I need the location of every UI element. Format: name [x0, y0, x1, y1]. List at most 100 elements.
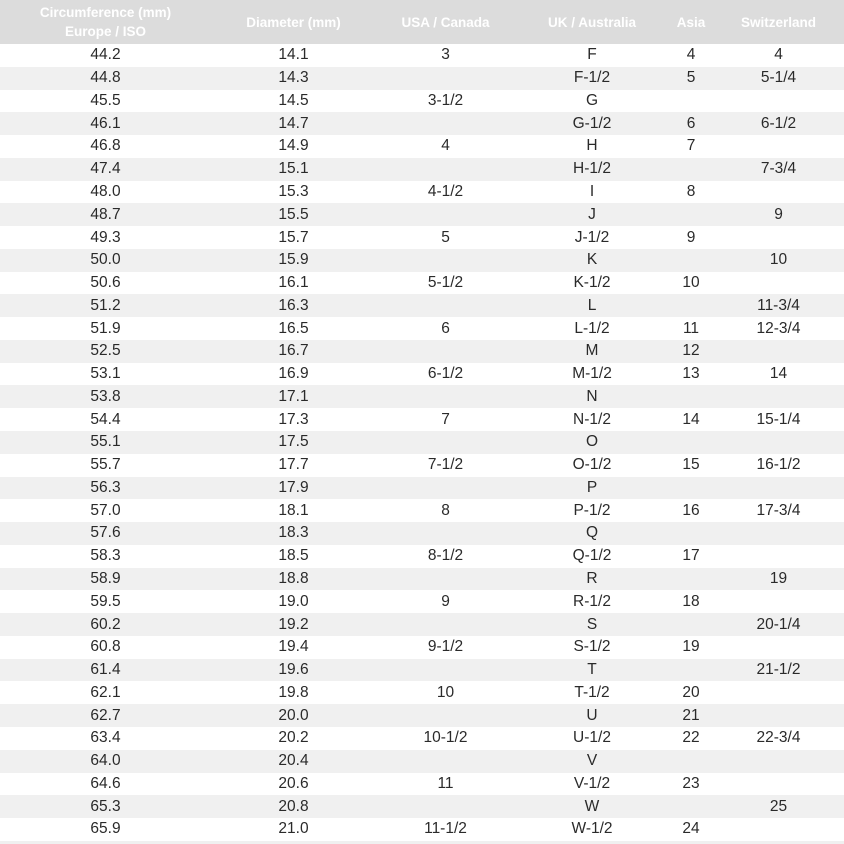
table-cell	[376, 568, 515, 591]
table-row: 62.1 19.8 10 T-1/2 20	[0, 681, 844, 705]
table-cell	[713, 750, 844, 773]
table-cell: 50.0	[90, 251, 121, 269]
table-cell	[376, 704, 515, 727]
header-row: Circumference (mm) Europe / ISO Diameter…	[0, 0, 844, 44]
table-cell: 4-1/2	[427, 182, 464, 200]
table-cell: M-1/2	[572, 365, 612, 383]
table-cell	[713, 431, 844, 454]
table-row: 55.1 17.5 O	[0, 431, 844, 454]
column-header-asia: Asia	[669, 0, 713, 44]
table-cell: 45.5	[90, 91, 121, 109]
table-cell: 14.3	[278, 69, 309, 87]
table-cell	[669, 158, 713, 181]
table-row: 51.2 16.3 L 11-3/4	[0, 294, 844, 318]
table-row: 65.3 20.8 W 25	[0, 795, 844, 819]
table-cell: 20	[682, 683, 700, 701]
table-cell: 17	[682, 547, 700, 565]
table-cell	[669, 522, 713, 545]
table-cell	[376, 613, 515, 636]
table-cell: 10	[436, 683, 455, 701]
table-cell	[713, 90, 844, 113]
table-cell	[669, 294, 713, 317]
table-cell	[669, 477, 713, 500]
table-cell: 19.4	[278, 638, 309, 656]
table-cell	[669, 249, 713, 272]
table-cell	[376, 340, 515, 363]
table-cell	[713, 340, 844, 363]
table-cell: 9	[441, 592, 450, 610]
table-cell: 8-1/2	[427, 547, 464, 565]
partial-row-strip	[0, 840, 844, 844]
table-cell: 15.5	[278, 205, 309, 223]
table-cell: 15.7	[278, 228, 309, 246]
table-cell: 20.8	[278, 797, 309, 815]
table-cell: 9-1/2	[427, 638, 464, 656]
table-cell: 18.3	[278, 524, 309, 542]
table-cell: 15.1	[278, 160, 309, 178]
table-cell: 25	[769, 797, 788, 815]
table-cell: 62.1	[90, 683, 121, 701]
table-cell: 65.9	[90, 820, 121, 838]
table-cell: F-1/2	[573, 69, 611, 87]
table-cell: 7-1/2	[427, 456, 464, 474]
table-row: 65.9 21.0 11-1/2 W-1/2 24	[0, 818, 844, 841]
table-cell	[376, 158, 515, 181]
table-cell: 4	[441, 137, 450, 155]
table-row: 44.8 14.3 F-1/2 5 5-1/4	[0, 66, 844, 90]
table-cell	[669, 750, 713, 773]
table-cell: T	[587, 661, 597, 679]
table-cell: O-1/2	[572, 456, 612, 474]
table-row: 60.8 19.4 9-1/2 S-1/2 19	[0, 635, 844, 659]
table-row: 47.4 15.1 H-1/2 7-3/4	[0, 157, 844, 181]
table-cell	[376, 795, 515, 818]
table-cell: 19.8	[278, 683, 309, 701]
table-cell: 64.0	[90, 752, 121, 770]
column-header-switzerland: Switzerland	[713, 0, 844, 44]
table-cell: 10	[682, 274, 700, 292]
table-cell	[713, 477, 844, 500]
table-cell	[376, 249, 515, 272]
table-cell: 10	[769, 251, 788, 269]
table-row: 49.3 15.7 5 J-1/2 9	[0, 226, 844, 249]
table-cell: 16	[682, 501, 700, 519]
table-cell	[713, 681, 844, 704]
table-cell: 10-1/2	[423, 729, 468, 747]
table-cell: 19	[682, 638, 700, 656]
table-cell	[713, 181, 844, 204]
table-cell	[713, 818, 844, 841]
table-cell: L-1/2	[574, 319, 610, 337]
table-cell: 12	[682, 342, 700, 360]
table-cell	[713, 636, 844, 659]
table-cell: 51.2	[90, 296, 121, 314]
table-cell: T-1/2	[574, 683, 610, 701]
table-cell: L	[587, 296, 597, 314]
table-cell: 11-3/4	[757, 296, 800, 314]
table-cell: 9	[686, 228, 696, 246]
table-cell: 16.7	[278, 342, 309, 360]
table-cell: 46.8	[90, 137, 121, 155]
table-cell: 8	[441, 501, 450, 519]
table-cell	[376, 477, 515, 500]
table-cell	[669, 659, 713, 682]
table-cell: 17.9	[278, 478, 309, 496]
table-cell: O	[585, 433, 599, 451]
table-cell: 14.9	[278, 137, 309, 155]
table-cell	[713, 226, 844, 249]
table-row: 50.0 15.9 K 10	[0, 248, 844, 272]
column-header-circumference: Circumference (mm) Europe / ISO	[0, 0, 211, 44]
table-cell: 57.0	[90, 501, 121, 519]
table-cell: S-1/2	[573, 638, 611, 656]
table-cell: 6-1/2	[760, 114, 797, 132]
table-row: 44.2 14.1 3 F 4 4	[0, 44, 844, 67]
table-cell: 20-1/4	[756, 615, 801, 633]
table-cell: 13	[682, 365, 700, 383]
column-header-circumference-sublabel: Europe / ISO	[64, 24, 146, 39]
table-row: 56.3 17.9 P	[0, 476, 844, 500]
table-cell: 23	[682, 774, 700, 792]
table-row: 55.7 17.7 7-1/2 O-1/2 15 16-1/2	[0, 453, 844, 477]
table-cell: W	[584, 797, 600, 815]
table-cell: 64.6	[90, 774, 121, 792]
table-cell: 49.3	[90, 228, 121, 246]
table-cell	[669, 795, 713, 818]
